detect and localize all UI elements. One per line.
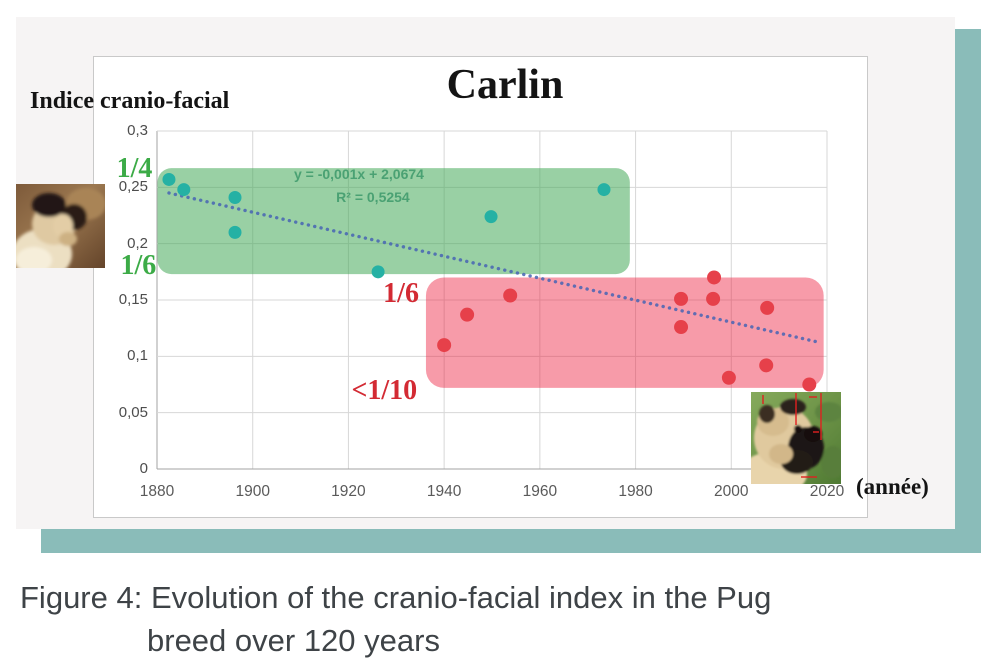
data-point-cranio-facial-index-historical <box>177 183 191 197</box>
data-point-cranio-facial-index-historical <box>484 210 498 224</box>
data-point-cranio-facial-index-modern <box>706 291 721 306</box>
trendline-equation-label: y = -0,001x + 2,0674 <box>293 165 424 182</box>
data-point-cranio-facial-index-historical <box>228 225 242 239</box>
y-tick-label: 0,15 <box>118 291 148 308</box>
data-point-cranio-facial-index-historical <box>597 183 611 197</box>
y-tick-label: 0,2 <box>127 234 148 252</box>
x-tick-label: 1900 <box>235 483 270 500</box>
historical-range-band <box>157 168 630 275</box>
data-point-cranio-facial-index-modern <box>437 338 452 353</box>
data-point-cranio-facial-index-historical <box>371 265 385 279</box>
x-tick-label: 2020 <box>809 483 845 500</box>
y-tick-label: 0,3 <box>127 122 148 139</box>
y-tick-label: 0,25 <box>118 178 148 196</box>
x-tick-label: 1960 <box>522 483 558 500</box>
x-tick-label: 2000 <box>714 483 749 500</box>
figure-caption-line2: breed over 120 years <box>147 623 440 658</box>
data-point-cranio-facial-index-historical <box>162 172 176 186</box>
x-tick-label: 1980 <box>618 483 653 500</box>
ratio-label-under-one-tenth: <1/10 <box>351 375 418 407</box>
y-tick-label: 0 <box>139 460 148 477</box>
ratio-label-one-sixth-green: 1/6 <box>120 250 157 282</box>
data-point-cranio-facial-index-modern <box>802 377 817 392</box>
x-tick-label: 1920 <box>331 483 366 500</box>
data-point-cranio-facial-index-modern <box>707 270 722 285</box>
y-tick-label: 0,1 <box>127 347 148 365</box>
data-point-cranio-facial-index-modern <box>460 307 475 322</box>
ratio-label-one-sixth-red: 1/6 <box>383 278 419 310</box>
chart-sheet: Carlin <box>93 56 868 518</box>
trendline-r-squared-label: R² = 0,5254 <box>336 188 410 205</box>
data-point-cranio-facial-index-modern <box>721 370 736 385</box>
modern-range-band <box>425 277 824 388</box>
y-axis-title: Indice cranio-facial <box>30 88 230 114</box>
x-axis-title: (année) <box>856 474 929 499</box>
figure-caption-line1: Figure 4: Evolution of the cranio-facial… <box>20 580 772 615</box>
chart-title: Carlin <box>446 62 564 108</box>
x-tick-label: 1880 <box>139 483 175 500</box>
ratio-label-one-quarter: 1/4 <box>116 153 153 185</box>
data-point-cranio-facial-index-modern <box>760 300 775 315</box>
scatter-plot <box>156 130 828 470</box>
x-tick-label: 1940 <box>426 483 462 500</box>
y-tick-label: 0,05 <box>118 403 148 421</box>
data-point-cranio-facial-index-historical <box>228 190 242 204</box>
pug-photo-image <box>751 392 841 484</box>
data-point-cranio-facial-index-modern <box>674 320 689 335</box>
data-point-cranio-facial-index-modern <box>503 288 518 303</box>
data-point-cranio-facial-index-modern <box>674 291 689 306</box>
trendline <box>167 191 823 345</box>
data-point-cranio-facial-index-modern <box>759 358 774 373</box>
pug-painting-image <box>16 184 105 268</box>
